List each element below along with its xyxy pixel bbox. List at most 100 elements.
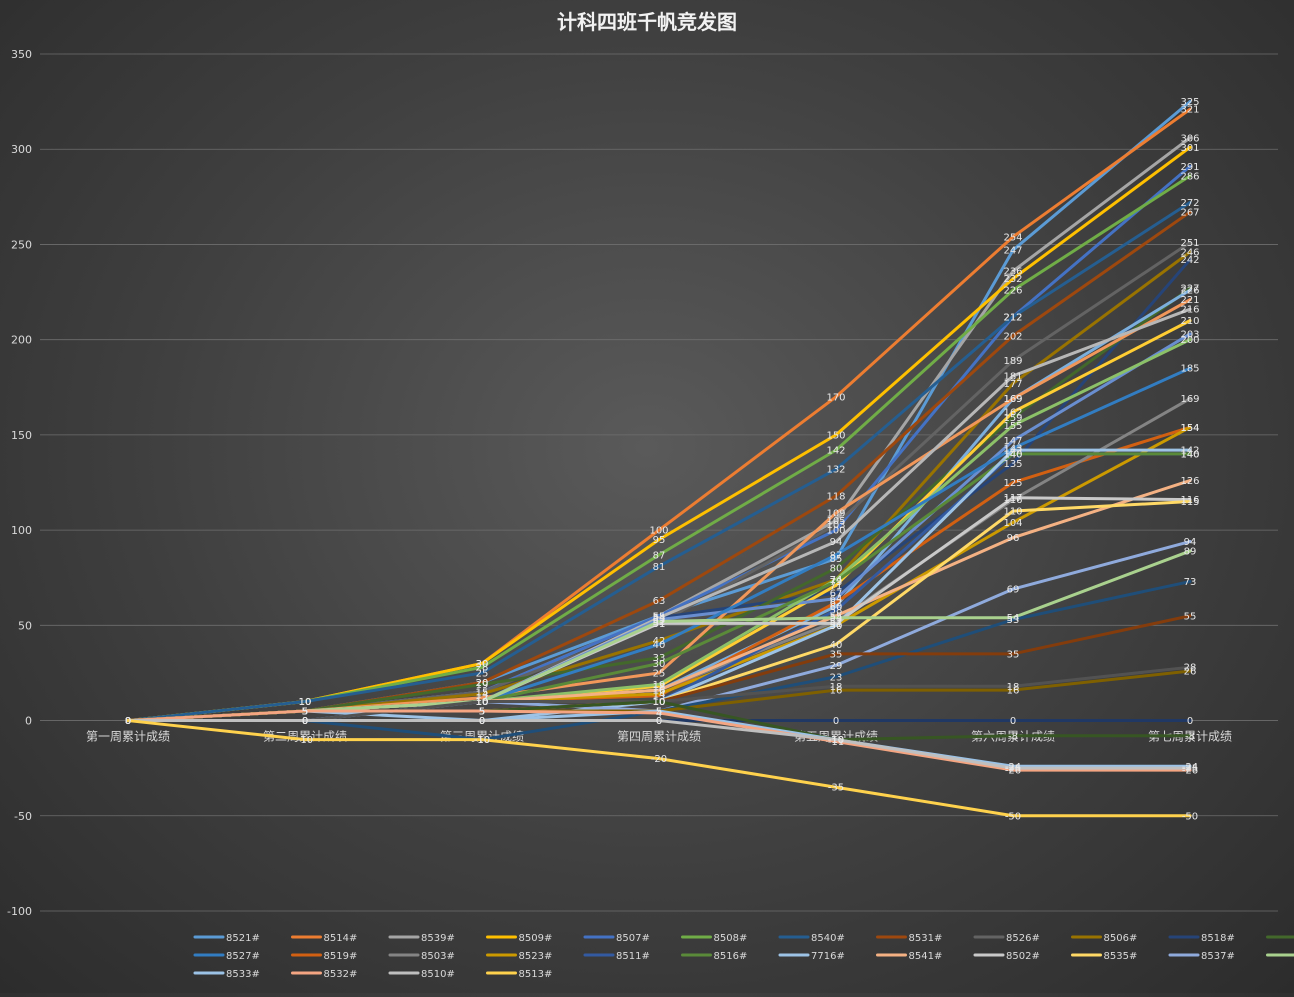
data-label-8500: -8 [1008,731,1018,742]
data-label-7716: 142 [1180,446,1199,457]
y-tick-label: 200 [11,334,32,347]
data-label-8537: 29 [830,661,843,672]
y-tick-label: 250 [11,238,32,251]
data-label-8527: 40 [653,640,666,651]
data-label-8531: 267 [1180,208,1199,219]
data-label-8508: 142 [826,446,845,457]
legend-label: 8513# [519,969,553,980]
legend-item-8503: 8503# [390,951,455,962]
data-label-8538: 89 [1184,547,1197,558]
data-label-6719: 0 [1010,716,1016,727]
data-label-8505: 181 [1003,371,1022,382]
data-label-8513: -35 [828,783,844,794]
data-label-8541: 96 [1007,533,1020,544]
data-label-8513: -50 [1005,811,1021,822]
data-label-8509: 150 [826,430,845,441]
legend-label: 8523# [519,951,553,962]
data-label-8516: 30 [653,659,666,670]
data-label-8513: -20 [651,754,667,765]
data-label-8512: 25 [653,668,666,679]
legend-label: 8516# [714,951,748,962]
legend-label: 8507# [616,933,650,944]
data-label-8510: 0 [479,716,485,727]
data-label-8535: 115 [1180,497,1199,508]
x-tick-label: 第四周累计成绩 [617,730,701,744]
legend-label: 8539# [421,933,455,944]
data-label-8529: 210 [1180,316,1199,327]
data-label-8526: 189 [1003,356,1022,367]
data-label-8510: -10 [828,735,844,746]
legend-item-7716: 7716# [780,951,845,962]
data-label-8524: 73 [1184,577,1197,588]
data-label-8536: 35 [1007,649,1020,660]
data-label-8535: 110 [1003,507,1022,518]
data-label-8531: 63 [653,596,666,607]
legend-label: 8506# [1104,933,1138,944]
legend-item-8541: 8541# [878,951,943,962]
legend: 8521# 8514# 8539# 8509# 8507# 8508# 8540# 8531#… [195,933,1294,980]
data-label-8508: 87 [653,550,666,561]
x-tick-label: 第一周累计成绩 [86,730,170,744]
data-label-8514: 321 [1180,105,1199,116]
data-label-8540: 212 [1003,312,1022,323]
y-tick-label: -100 [7,905,32,918]
legend-item-8509: 8509# [488,933,553,944]
data-label-8523: 154 [1180,423,1199,434]
data-label-8538: 52 [653,617,666,628]
data-label-8538: 54 [830,613,843,624]
data-label-8537: 69 [1007,585,1020,596]
legend-label: 8540# [811,933,845,944]
legend-item-8508: 8508# [683,933,748,944]
data-label-8500: -8 [1185,731,1195,742]
data-label-8525: 200 [1180,335,1199,346]
data-label-8530: 16 [830,686,843,697]
legend-item-8510: 8510# [390,969,455,980]
data-label-8530: 16 [1007,686,1020,697]
data-label-6719: 0 [833,716,839,727]
legend-item-8519: 8519# [293,951,358,962]
data-label-8523: 104 [1003,518,1022,529]
legend-item-8527: 8527# [195,951,260,962]
data-label-8519: 125 [1003,478,1022,489]
y-tick-label: 150 [11,429,32,442]
data-label-8509: 95 [653,535,666,546]
data-label-8526: 103 [826,520,845,531]
legend-label: 8533# [226,969,260,980]
y-tick-label: 350 [11,48,32,61]
legend-item-8532: 8532# [293,969,358,980]
data-label-8516: 73 [830,577,843,588]
data-label-8502: 117 [1003,493,1022,504]
data-label-6719: 0 [1187,716,1193,727]
legend-label: 8509# [519,933,553,944]
data-label-8509: 232 [1003,274,1022,285]
legend-item-8506: 8506# [1073,933,1138,944]
series-line-8509 [128,147,1190,720]
legend-item-8516: 8516# [683,951,748,962]
data-label-8522: 19 [476,680,489,691]
data-label-8521: 247 [1003,246,1022,257]
legend-label: 8514# [324,933,358,944]
y-tick-label: 300 [11,143,32,156]
legend-label: 8531# [909,933,943,944]
data-label-8505: 94 [830,537,843,548]
data-label-8530: 26 [1184,667,1197,678]
data-label-8527: 87 [830,550,843,561]
legend-label: 8511# [616,951,650,962]
legend-item-8537: 8537# [1170,951,1235,962]
data-label-8522: 80 [830,564,843,575]
legend-label: 8541# [909,951,943,962]
legend-label: 8521# [226,933,260,944]
legend-item-8539: 8539# [390,933,455,944]
data-label-8524: 53 [1007,615,1020,626]
legend-item-8531: 8531# [878,933,943,944]
legend-label: 8535# [1104,951,1138,962]
data-label-8531: 118 [826,491,845,502]
legend-item-8502: 8502# [975,951,1040,962]
data-label-8540: 81 [653,562,666,573]
legend-item-8518: 8518# [1170,933,1235,944]
data-label-8510: 0 [302,716,308,727]
legend-label: 7716# [811,951,845,962]
legend-item-8533: 8533# [195,969,260,980]
